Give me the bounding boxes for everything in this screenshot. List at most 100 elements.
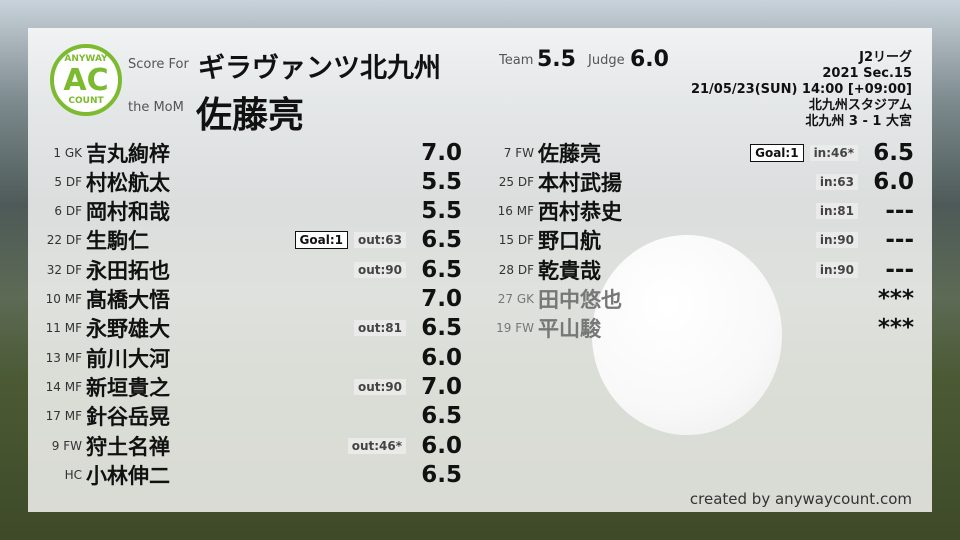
player-name: 乾貴哉 bbox=[538, 258, 601, 283]
player-row: 9 FW 狩土名禅 out:46* 6.0 bbox=[30, 431, 462, 460]
player-row: 32 DF 永田拓也 out:90 6.5 bbox=[30, 255, 462, 284]
goal-badge: Goal:1 bbox=[294, 231, 348, 250]
player-name: 小林伸二 bbox=[86, 463, 170, 488]
player-rating: 6.5 bbox=[421, 315, 462, 342]
substitution-badge: out:46* bbox=[347, 437, 406, 454]
substitution-badge: out:81 bbox=[353, 320, 406, 337]
player-row: 10 MF 髙橋大悟 7.0 bbox=[30, 285, 462, 314]
player-row: 22 DF 生駒仁 Goal:1 out:63 6.5 bbox=[30, 226, 462, 255]
player-position: 17 MF bbox=[45, 409, 82, 424]
player-row: 28 DF 乾貴哉 in:90 --- bbox=[482, 255, 914, 284]
section: 2021 Sec.15 bbox=[822, 66, 912, 81]
player-rating: 7.0 bbox=[421, 286, 462, 312]
player-position: 32 DF bbox=[46, 262, 82, 277]
result: 北九州 3 - 1 大宮 bbox=[805, 114, 912, 129]
substitution-badge: out:90 bbox=[353, 261, 406, 278]
player-position: 5 DF bbox=[54, 174, 82, 189]
player-rating: 6.0 bbox=[421, 432, 462, 459]
player-row: HC 小林伸二 6.5 bbox=[30, 460, 462, 489]
judge-score-label: Judge bbox=[588, 53, 625, 68]
player-row: 14 MF 新垣貴之 out:90 7.0 bbox=[30, 372, 462, 401]
player-rating: 6.5 bbox=[421, 256, 462, 283]
player-name: 前川大河 bbox=[86, 346, 170, 371]
player-position: 6 DF bbox=[54, 204, 82, 219]
goal-badge: Goal:1 bbox=[750, 143, 804, 162]
substitution-badge: in:90 bbox=[815, 261, 858, 278]
player-name: 髙橋大悟 bbox=[86, 288, 170, 312]
substitution-badge: in:81 bbox=[815, 203, 858, 220]
player-rating: 6.5 bbox=[421, 461, 462, 488]
player-rating: 6.0 bbox=[873, 168, 914, 195]
player-name: 村松航太 bbox=[86, 170, 170, 195]
player-rating: *** bbox=[877, 286, 914, 312]
player-row: 5 DF 村松航太 5.5 bbox=[30, 167, 462, 196]
player-name: 平山駿 bbox=[538, 317, 601, 342]
player-name: 岡村和哉 bbox=[86, 200, 170, 225]
player-rating: 6.5 bbox=[421, 227, 462, 254]
player-name: 西村恭史 bbox=[538, 200, 622, 225]
league: J2リーグ bbox=[859, 50, 912, 65]
logo-main-text: AC bbox=[63, 62, 109, 98]
player-rating: --- bbox=[885, 198, 914, 225]
match-info: J2リーグ 2021 Sec.15 21/05/23(SUN) 14:00 [+… bbox=[691, 50, 912, 130]
player-rating: 7.0 bbox=[421, 139, 462, 166]
credit: created by anywaycount.com bbox=[689, 490, 912, 508]
judge-score: 6.0 bbox=[630, 47, 669, 72]
player-rating: 5.5 bbox=[421, 168, 462, 195]
player-position: 25 DF bbox=[498, 174, 534, 189]
score-panel bbox=[28, 28, 932, 512]
player-row: 27 GK 田中悠也 *** bbox=[482, 285, 914, 314]
player-row: 19 FW 平山駿 *** bbox=[482, 314, 914, 343]
player-rating: --- bbox=[885, 256, 914, 283]
mom-name: 佐藤亮 bbox=[196, 95, 305, 136]
player-position: 9 FW bbox=[51, 438, 82, 453]
team-name: ギラヴァンツ北九州 bbox=[198, 53, 441, 84]
player-position: 15 DF bbox=[498, 233, 534, 248]
player-name: 佐藤亮 bbox=[538, 141, 601, 166]
anywaycount-logo: ANYWAY AC COUNT bbox=[50, 44, 122, 116]
player-position: 10 MF bbox=[45, 292, 82, 306]
player-rating: --- bbox=[885, 227, 914, 254]
score-for-label: Score For bbox=[128, 57, 189, 72]
substitution-badge: in:63 bbox=[815, 173, 858, 190]
player-position: 19 FW bbox=[496, 321, 534, 336]
player-row: 13 MF 前川大河 6.0 bbox=[30, 343, 462, 372]
player-rating: *** bbox=[877, 315, 914, 342]
player-name: 田中悠也 bbox=[538, 288, 622, 312]
substitution-badge: out:90 bbox=[353, 378, 406, 395]
player-name: 吉丸絢梓 bbox=[86, 141, 170, 166]
player-name: 永野雄大 bbox=[86, 317, 170, 342]
mom-label: the MoM bbox=[128, 100, 184, 115]
player-name: 針谷岳晃 bbox=[86, 405, 170, 430]
team-score: 5.5 bbox=[537, 47, 576, 72]
substitution-badge: in:46* bbox=[809, 144, 858, 161]
player-name: 永田拓也 bbox=[86, 258, 170, 283]
substitution-badge: out:63 bbox=[353, 232, 406, 249]
player-position: 11 MF bbox=[45, 321, 82, 336]
player-position: HC bbox=[64, 467, 82, 482]
player-rating: 7.0 bbox=[421, 373, 462, 400]
datetime: 21/05/23(SUN) 14:00 [+09:00] bbox=[690, 82, 912, 97]
player-row: 16 MF 西村恭史 in:81 --- bbox=[482, 197, 914, 226]
player-position: 16 MF bbox=[497, 204, 534, 219]
player-position: 14 MF bbox=[45, 379, 82, 394]
player-row: 1 GK 吉丸絢梓 7.0 bbox=[30, 138, 462, 167]
player-rating: 5.5 bbox=[421, 198, 462, 225]
player-name: 本村武揚 bbox=[538, 170, 622, 195]
player-row: 15 DF 野口航 in:90 --- bbox=[482, 226, 914, 255]
player-name: 狩土名禅 bbox=[86, 434, 170, 459]
player-name: 新垣貴之 bbox=[86, 375, 170, 400]
logo-bottom-text: COUNT bbox=[68, 96, 104, 106]
player-position: 7 FW bbox=[503, 145, 534, 160]
player-row: 25 DF 本村武揚 in:63 6.0 bbox=[482, 167, 914, 196]
player-name: 野口航 bbox=[538, 229, 601, 254]
player-row: 6 DF 岡村和哉 5.5 bbox=[30, 197, 462, 226]
logo-top-text: ANYWAY bbox=[64, 54, 108, 64]
player-position: 1 GK bbox=[53, 145, 82, 160]
stadium: 北九州スタジアム bbox=[808, 98, 912, 113]
player-rating: 6.5 bbox=[873, 139, 914, 166]
team-score-label: Team bbox=[499, 53, 534, 68]
player-position: 27 GK bbox=[497, 292, 534, 306]
player-rating: 6.0 bbox=[421, 344, 462, 371]
substitution-badge: in:90 bbox=[815, 232, 858, 249]
